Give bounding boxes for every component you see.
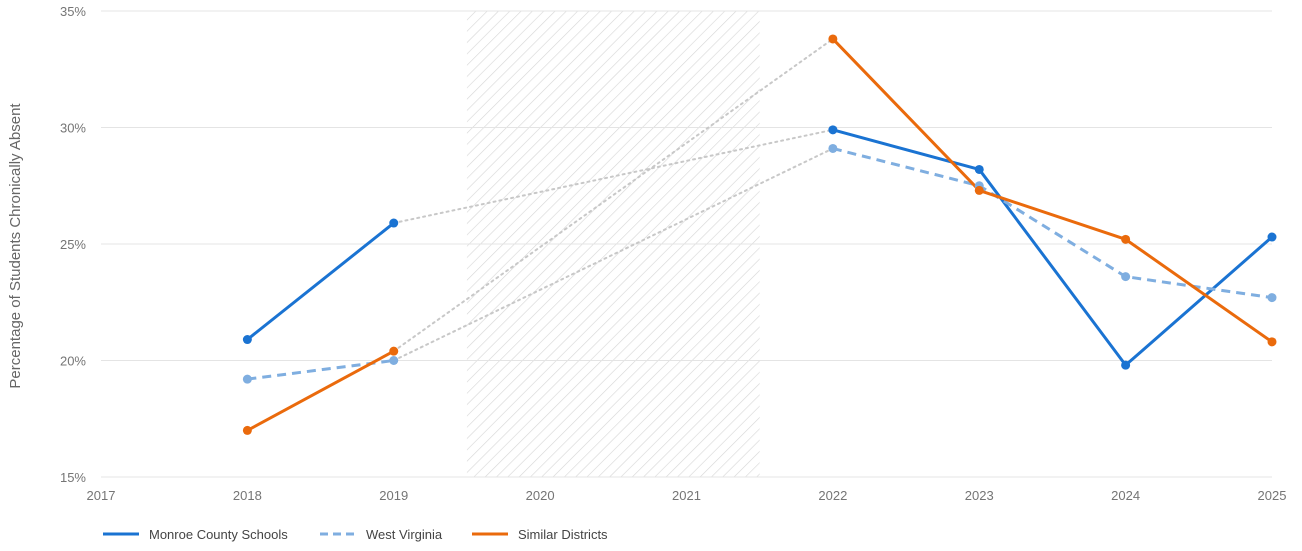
x-tick-label: 2021 <box>672 488 701 503</box>
y-axis-title: Percentage of Students Chronically Absen… <box>7 103 24 389</box>
data-point-similar-districts <box>1267 337 1277 347</box>
series-line-west-virginia <box>832 147 1273 300</box>
y-tick-label: 15% <box>60 470 86 485</box>
x-tick-label: 2023 <box>965 488 994 503</box>
legend-label-similar-districts: Similar Districts <box>518 527 608 542</box>
gridlines-layer <box>101 10 1272 478</box>
points-layer <box>242 34 1277 435</box>
data-point-monroe-county-schools <box>974 164 984 174</box>
data-point-west-virginia <box>1121 272 1131 282</box>
data-point-similar-districts <box>828 34 838 44</box>
x-tick-label: 2020 <box>526 488 555 503</box>
gap-connector <box>392 37 834 353</box>
data-point-west-virginia <box>389 356 399 365</box>
series-line-monroe-county-schools <box>246 221 395 341</box>
legend-label-west-virginia: West Virginia <box>366 527 443 542</box>
series-layer <box>246 37 1273 432</box>
data-point-west-virginia <box>242 374 252 384</box>
data-point-west-virginia <box>828 143 838 153</box>
data-point-monroe-county-schools <box>242 335 252 345</box>
data-point-monroe-county-schools <box>828 125 838 135</box>
series-line-similar-districts <box>831 37 1273 344</box>
data-point-monroe-county-schools <box>1121 360 1131 370</box>
x-tick-label: 2017 <box>87 488 116 503</box>
x-tick-label: 2024 <box>1111 488 1140 503</box>
x-tick-label: 2022 <box>818 488 847 503</box>
gap-connector <box>392 128 834 225</box>
y-tick-label: 20% <box>60 354 86 369</box>
data-point-similar-districts <box>1121 234 1131 244</box>
y-tick-label: 30% <box>60 121 86 136</box>
data-point-monroe-county-schools <box>389 218 399 228</box>
data-point-similar-districts <box>974 185 984 195</box>
series-line-similar-districts <box>246 349 395 432</box>
gap-connectors-layer <box>392 37 834 362</box>
series-line-monroe-county-schools <box>832 128 1273 367</box>
x-tick-label: 2018 <box>233 488 262 503</box>
y-tick-label: 35% <box>60 4 86 19</box>
x-tick-labels: 2017 2018 2019 2020 2021 2022 2023 2024 2025 <box>87 488 1287 503</box>
y-tick-labels: 15% 20% 25% 30% 35% <box>60 4 86 485</box>
legend-label-monroe-county-schools: Monroe County Schools <box>149 527 288 542</box>
data-point-similar-districts <box>242 425 252 435</box>
data-point-monroe-county-schools <box>1267 232 1277 242</box>
data-point-west-virginia <box>1267 293 1277 303</box>
legend: Monroe County Schools West Virginia Simila… <box>103 527 608 542</box>
y-tick-label: 25% <box>60 237 86 252</box>
data-point-similar-districts <box>389 346 399 356</box>
x-tick-label: 2019 <box>379 488 408 503</box>
x-tick-label: 2025 <box>1258 488 1287 503</box>
